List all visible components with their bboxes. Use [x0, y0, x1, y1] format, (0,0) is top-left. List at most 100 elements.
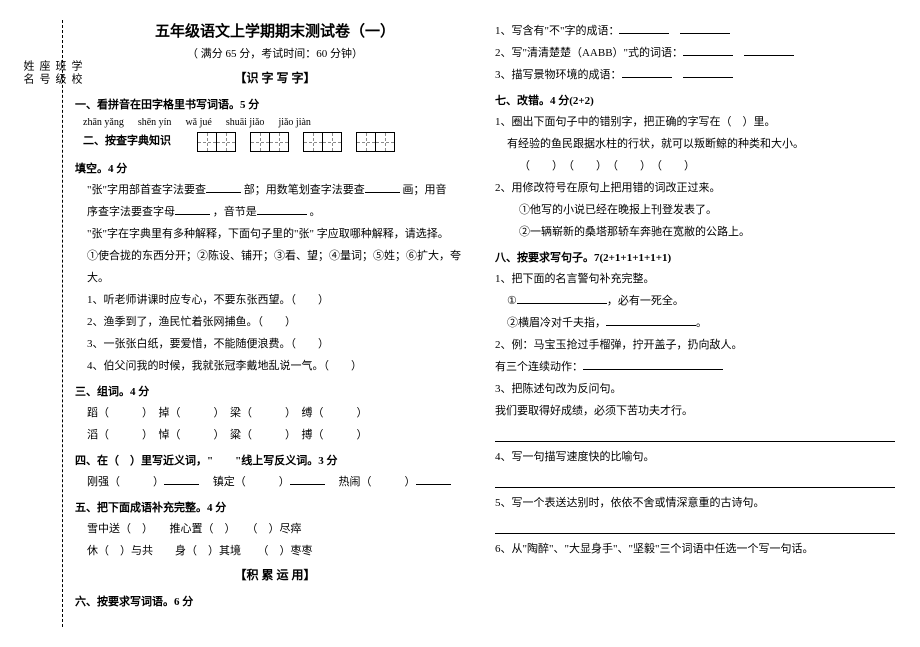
- q2-heading: 二、按查字典知识: [83, 132, 183, 148]
- q7-1-text: 有经验的鱼民跟据水柱的行状，就可以叛断鲸的种类和大小。: [495, 133, 895, 155]
- q2-item: 3、一张张白纸，要爱惜，不能随便浪费。（ ）: [75, 333, 475, 355]
- section-1-head: 【识 字 写 字】: [75, 69, 475, 86]
- answer-line[interactable]: [495, 518, 895, 534]
- fill-blank[interactable]: [683, 66, 733, 78]
- content-columns: 五年级语文上学期期末测试卷（一） （ 满分 65 分，考试时间：60 分钟） 【…: [63, 20, 895, 627]
- binding-item: 姓名: [20, 60, 36, 587]
- q5-row: 雪中送（ ） 推心置（ ） （ ）尽瘁: [75, 518, 475, 540]
- fill-blank[interactable]: [583, 358, 723, 370]
- binding-item: 座号: [36, 60, 52, 587]
- binding-item: 学校: [68, 60, 84, 587]
- text: ②横眉冷对千夫指，: [507, 317, 606, 329]
- tianzige-cell[interactable]: [269, 132, 289, 152]
- pinyin-row: zhān yǎng shēn yín wǎ jué shuāi jiǎo jiǎ…: [83, 117, 475, 128]
- fill-blank[interactable]: [416, 473, 451, 485]
- text: 2、写"清清楚楚（AABB）"式的词语：: [495, 47, 683, 59]
- tianzige-cell[interactable]: [250, 132, 270, 152]
- q3-row: 滔（ ） 悼（ ） 粱（ ） 搏（ ）: [75, 424, 475, 446]
- fill-blank[interactable]: [622, 66, 672, 78]
- fill-blank[interactable]: [365, 181, 400, 193]
- q3-row: 蹈（ ） 掉（ ） 梁（ ） 缚（ ）: [75, 402, 475, 424]
- q8-4: 4、写一句描写速度快的比喻句。: [495, 446, 895, 468]
- pinyin: zhān yǎng: [83, 117, 124, 128]
- pinyin: wǎ jué: [185, 117, 211, 128]
- q8-6: 6、从"陶醉"、"大显身手"、"坚毅"三个词语中任选一个写一句话。: [495, 538, 895, 560]
- q2-item: 1、听老师讲课时应专心，不要东张西望。（ ）: [75, 289, 475, 311]
- q2-line3: "张"字在字典里有多种解释，下面句子里的"张" 字应取哪种解释，请选择。: [75, 223, 475, 245]
- fill-blank[interactable]: [744, 44, 794, 56]
- fill-blank[interactable]: [517, 292, 607, 304]
- q5-row: 休（ ）与共 身（ ）其境 （ ）枣枣: [75, 540, 475, 562]
- text: 。: [310, 206, 321, 218]
- text: 1、写含有"不"字的成语：: [495, 25, 619, 37]
- q7-2-a: ①他写的小说已经在晚报上刊登发表了。: [495, 199, 895, 221]
- binding-margin: 姓名 座号 班级 学校: [8, 20, 63, 627]
- tianzige-cell[interactable]: [322, 132, 342, 152]
- fill-blank[interactable]: [606, 314, 696, 326]
- fill-blank[interactable]: [683, 44, 733, 56]
- text: 部；用数笔划查字法要查: [244, 184, 365, 196]
- right-column: 1、写含有"不"字的成语： 2、写"清清楚楚（AABB）"式的词语： 3、描写景…: [495, 20, 895, 627]
- left-column: 五年级语文上学期期末测试卷（一） （ 满分 65 分，考试时间：60 分钟） 【…: [75, 20, 475, 627]
- exam-title: 五年级语文上学期期末测试卷（一）: [75, 20, 475, 41]
- q6-heading: 六、按要求写词语。6 分: [75, 593, 475, 609]
- binding-name-label: 姓名: [22, 60, 34, 86]
- tianzige-cell[interactable]: [303, 132, 323, 152]
- fill-blank[interactable]: [175, 203, 210, 215]
- text: ，必有一死全。: [607, 295, 684, 307]
- r2: 2、写"清清楚楚（AABB）"式的词语：: [495, 42, 895, 64]
- q8-heading: 八、按要求写句子。7(2+1+1+1+1+1): [495, 249, 895, 265]
- tianzige-cell[interactable]: [356, 132, 376, 152]
- section-2-head: 【积 累 运 用】: [75, 566, 475, 583]
- answer-line[interactable]: [495, 472, 895, 488]
- r1: 1、写含有"不"字的成语：: [495, 20, 895, 42]
- tianzige-cell[interactable]: [375, 132, 395, 152]
- q7-1: 1、圈出下面句子中的错别字，把正确的字写在（ ）里。: [495, 111, 895, 133]
- pinyin: jiǎo jiàn: [278, 117, 311, 128]
- q8-1a: ① ，必有一死全。: [495, 290, 895, 312]
- binding-labels: 姓名 座号 班级 学校: [20, 20, 84, 627]
- binding-school-label: 学校: [70, 60, 82, 86]
- tianzige-cell[interactable]: [216, 132, 236, 152]
- binding-item: 班级: [52, 60, 68, 587]
- q5-heading: 五、把下面成语补充完整。4 分: [75, 499, 475, 515]
- q8-2-note: 有三个连续动作：: [495, 356, 895, 378]
- q2-options: ①使合拢的东西分开；②陈设、铺开；③看、望；④量词；⑤姓；⑥扩大，夸大。: [75, 245, 475, 289]
- q8-1: 1、把下面的名言警句补充完整。: [495, 268, 895, 290]
- text: 镇定（ ）: [213, 476, 290, 488]
- q8-2: 2、例：马宝玉抢过手榴弹，拧开盖子，扔向敌人。: [495, 334, 895, 356]
- pinyin: shuāi jiǎo: [226, 117, 265, 128]
- text: ①: [507, 295, 517, 307]
- fill-blank[interactable]: [290, 473, 325, 485]
- text: 3、描写景物环境的成语：: [495, 69, 622, 81]
- text: ，音节是: [213, 206, 257, 218]
- q8-1b: ②横眉冷对千夫指，。: [495, 312, 895, 334]
- tian-group: [251, 132, 289, 152]
- q2-item: 2、渔季到了，渔民忙着张网捕鱼。（ ）: [75, 311, 475, 333]
- fill-blank[interactable]: [206, 181, 241, 193]
- fill-blank[interactable]: [164, 473, 199, 485]
- fill-blank[interactable]: [680, 22, 730, 34]
- q7-1-blanks: （ ） （ ） （ ） （ ）: [495, 155, 895, 177]
- q7-heading: 七、改错。4 分(2+2): [495, 92, 895, 108]
- tian-group: [357, 132, 395, 152]
- q4-heading: 四、在（ ）里写近义词，" "线上写反义词。3 分: [75, 452, 475, 468]
- q4-line: 刚强（ ） 镇定（ ） 热闹（ ）: [75, 471, 475, 493]
- q7-2: 2、用修改符号在原句上把用错的词改正过来。: [495, 177, 895, 199]
- tianzige-row: 二、按查字典知识: [83, 132, 475, 152]
- tianzige-cell[interactable]: [197, 132, 217, 152]
- q2-item: 4、伯父问我的时候，我就张冠李戴地乱说一气。（ ）: [75, 355, 475, 377]
- q8-3-text: 我们要取得好成绩，必须下苦功夫才行。: [495, 400, 895, 422]
- tian-group: [198, 132, 236, 152]
- answer-line[interactable]: [495, 426, 895, 442]
- q3-heading: 三、组词。4 分: [75, 383, 475, 399]
- pinyin: shēn yín: [138, 117, 172, 128]
- q2-sub: 填空。4 分: [75, 160, 475, 176]
- page-root: 姓名 座号 班级 学校 五年级语文上学期期末测试卷（一） （ 满分 65 分，考…: [0, 0, 920, 647]
- fill-blank[interactable]: [619, 22, 669, 34]
- text: 刚强（ ）: [87, 476, 164, 488]
- text: 画；用音: [402, 184, 446, 196]
- fill-blank[interactable]: [257, 203, 307, 215]
- text: 热闹（ ）: [339, 476, 416, 488]
- exam-subtitle: （ 满分 65 分，考试时间：60 分钟）: [75, 45, 475, 61]
